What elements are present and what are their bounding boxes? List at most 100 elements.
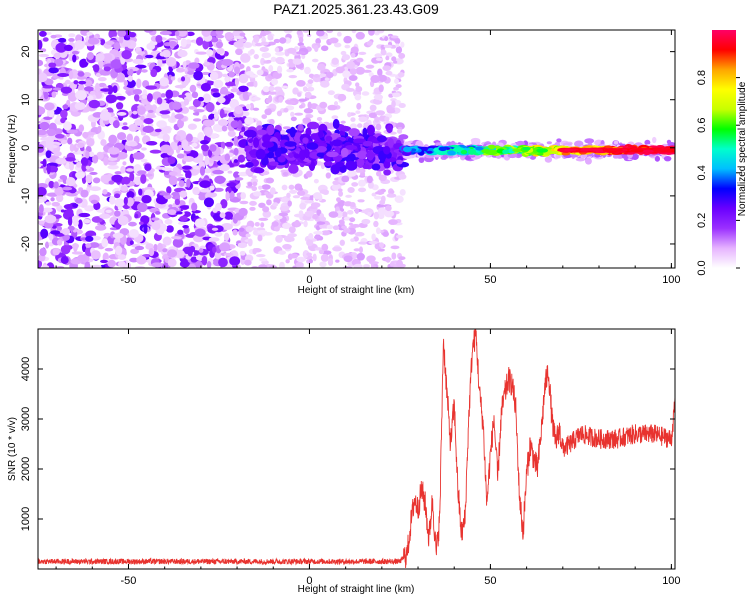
spectrogram-cell [160, 144, 172, 154]
spectrogram-cell [161, 167, 173, 171]
spectrogram-cell [237, 242, 248, 249]
spectrogram-cell [168, 175, 178, 186]
spectrogram-cell [298, 210, 304, 215]
spectrogram-cell [208, 237, 220, 242]
spectrogram-cell [159, 110, 171, 115]
spectrogram-cell [176, 67, 185, 73]
spectrogram-cell [512, 148, 524, 152]
spectrogram-cell [203, 197, 214, 208]
spectrogram-cell [316, 145, 327, 153]
spectrogram-cell [385, 55, 390, 61]
spectrogram-cell [333, 101, 339, 106]
spectrogram-cell [44, 214, 57, 224]
spectrogram-cell [303, 108, 314, 114]
spectrogram-cell [298, 36, 304, 44]
spectrogram-cell [266, 151, 275, 159]
spectrogram-cell [273, 38, 281, 44]
spectrogram-cell [366, 124, 375, 136]
spectrogram-cell [84, 205, 95, 212]
spectrogram-cell [78, 124, 85, 133]
spectrogram-cell [159, 51, 166, 57]
spectrogram-cell [356, 102, 362, 110]
spectrogram-cell [197, 96, 204, 102]
spectrogram-cell [331, 57, 339, 65]
spectrogram-cell [142, 254, 152, 258]
spectrogram-cell [329, 37, 339, 44]
spectrogram-cell [307, 86, 315, 92]
spectrogram-cell [383, 44, 393, 48]
spectrogram-cell [319, 216, 327, 222]
spectrogram-frame [37, 29, 676, 269]
spectrogram-cell [234, 177, 244, 181]
spectrogram-cell [262, 210, 272, 218]
spectrogram-cell [97, 125, 102, 133]
spectrogram-cell [286, 156, 296, 161]
spectrogram-cell [176, 30, 188, 37]
spectrogram-cell [82, 131, 89, 139]
spectrogram-cell [110, 59, 123, 69]
spectrogram-cell [93, 64, 100, 73]
spectrogram-cell [117, 260, 126, 268]
spectrogram-y-tick-label: -20 [20, 236, 32, 252]
spectrogram-cell [320, 45, 329, 52]
spectrogram-cell [397, 72, 405, 78]
spectrogram-cell [251, 96, 261, 101]
spectrogram-cell [349, 67, 357, 76]
spectrogram-cell [396, 259, 403, 268]
spectrogram-cell [555, 154, 561, 159]
spectrogram-cell [370, 75, 381, 83]
spectrogram-cell [395, 234, 404, 239]
spectrogram-cell [358, 51, 367, 56]
spectrogram-y-tick-label: 20 [20, 46, 32, 58]
spectrogram-x-tick-label: -50 [121, 274, 137, 286]
spectrogram-cell [103, 156, 109, 166]
spectrogram-cell [219, 108, 225, 119]
spectrogram-cell [107, 164, 119, 170]
spectrogram-cell [128, 221, 137, 227]
spectrogram-cell [114, 193, 121, 199]
spectrogram-cell [114, 198, 125, 208]
spectrogram-cell [55, 42, 67, 53]
spectrogram-cell [218, 257, 228, 268]
spectrogram-cell [90, 199, 98, 204]
spectrogram-cell [55, 157, 67, 165]
spectrogram-cell [582, 147, 594, 151]
spectrogram-cell [315, 38, 321, 45]
spectrogram-cell [292, 58, 302, 65]
spectrogram-cell [325, 135, 333, 142]
spectrogram-cell [56, 226, 63, 231]
spectrogram-cell [42, 37, 49, 42]
spectrogram-cell [77, 219, 83, 230]
spectrogram-cell [607, 148, 619, 152]
spectrogram-cell [145, 54, 154, 59]
spectrogram-cell [299, 45, 306, 49]
spectrogram-cell [318, 249, 325, 255]
spectrogram-cell [273, 214, 283, 220]
spectrogram-cell [165, 225, 174, 233]
spectrogram-cell [296, 256, 307, 263]
spectrogram-cell [314, 247, 323, 251]
spectrogram-cell [304, 199, 314, 204]
spectrogram-cell [72, 218, 79, 227]
spectrogram-cell [114, 171, 122, 175]
spectrogram-cell [332, 180, 340, 186]
spectrogram-cell [352, 138, 366, 144]
spectrogram-cell [147, 109, 154, 113]
spectrogram-cell [100, 88, 112, 92]
spectrogram-cell [425, 154, 435, 159]
spectrogram-cell [48, 180, 55, 189]
spectrogram-cell [345, 88, 355, 92]
spectrogram-cell [546, 141, 552, 145]
spectrogram-cell [205, 191, 218, 198]
spectrogram-cell [53, 58, 64, 67]
spectrogram-cell [202, 39, 210, 50]
spectrogram-cell [165, 89, 174, 99]
spectrogram-cell [323, 161, 333, 167]
spectrogram-cell [79, 60, 87, 68]
spectrogram-cell [343, 255, 353, 263]
spectrogram-cell [228, 71, 235, 78]
spectrogram-cell [188, 263, 196, 268]
spectrogram-cell [365, 64, 375, 69]
spectrogram-cell [251, 175, 257, 179]
